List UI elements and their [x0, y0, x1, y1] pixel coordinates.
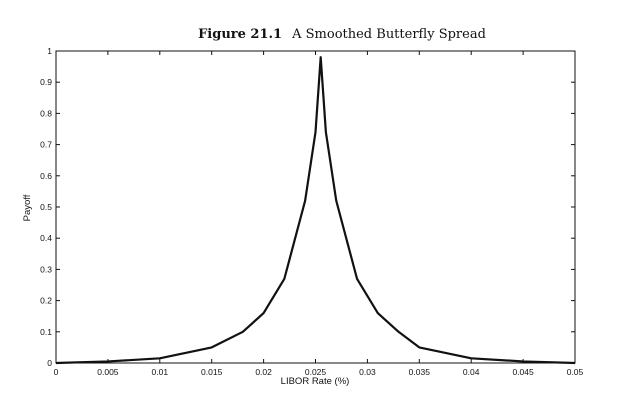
- figure-caption: A Smoothed Butterfly Spread: [291, 27, 486, 42]
- y-tick-label: 0.1: [40, 327, 52, 337]
- x-axis: 0 0.005 0.01 0.015 0.02 0.025 0.03 0.035 0.04 0.0…: [54, 51, 584, 377]
- x-axis-label: LIBOR Rate (%): [281, 376, 350, 387]
- y-axis: 0 0.1 0.2 0.3 0.4 0.5 0.6 0.7 0.8 0.9 1: [40, 46, 575, 368]
- x-tick-label: 0.045: [512, 367, 534, 377]
- x-tick-label: 0.025: [305, 367, 327, 377]
- y-tick-label: 0.9: [40, 77, 52, 87]
- plot-frame: [55, 50, 576, 364]
- figure-title: Figure 21.1 A Smoothed Butterfly Spread: [198, 27, 486, 42]
- x-tick-label: 0.01: [152, 367, 169, 377]
- y-tick-label: 0.4: [40, 233, 52, 243]
- x-tick-label: 0.04: [463, 367, 480, 377]
- y-tick-label: 1: [47, 46, 52, 56]
- x-tick-label: 0.035: [409, 367, 431, 377]
- x-tick-label: 0.02: [255, 367, 272, 377]
- figure-number: Figure 21.1: [198, 27, 282, 42]
- y-tick-label: 0: [47, 358, 52, 368]
- y-tick-label: 0.7: [40, 140, 52, 150]
- y-tick-label: 0.8: [40, 108, 52, 118]
- y-tick-label: 0.6: [40, 171, 52, 181]
- y-tick-label: 0.2: [40, 296, 52, 306]
- y-tick-label: 0.3: [40, 264, 52, 274]
- x-tick-label: 0: [54, 367, 59, 377]
- y-tick-label: 0.5: [40, 202, 52, 212]
- x-tick-label: 0.05: [567, 367, 584, 377]
- x-tick-label: 0.015: [201, 367, 223, 377]
- y-axis-label: Payoff: [22, 194, 33, 221]
- x-tick-label: 0.005: [97, 367, 119, 377]
- x-tick-label: 0.03: [359, 367, 376, 377]
- payoff-curve: [55, 56, 576, 365]
